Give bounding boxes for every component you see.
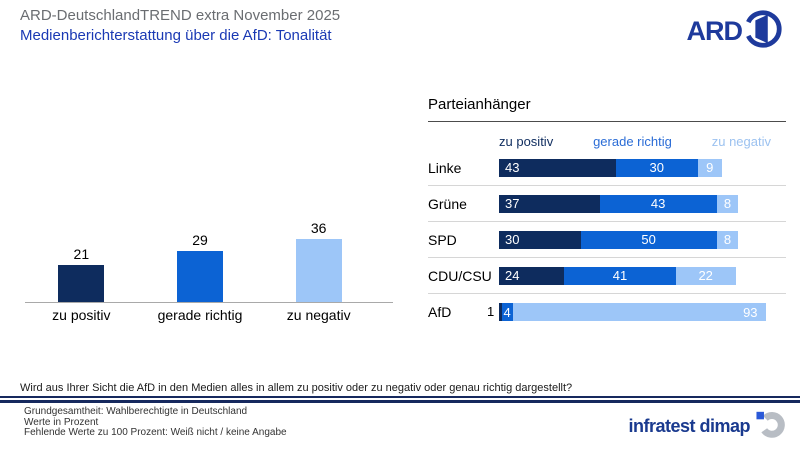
tonality-bar-chart: 21 29 36	[22, 208, 378, 302]
ard-logo-text: ARD	[686, 16, 743, 46]
infratest-dimap-text: infratest dimap	[628, 416, 750, 436]
bar-segment: 50	[580, 230, 717, 249]
bar-segment: 43	[499, 158, 616, 177]
footnotes: Grundgesamtheit: Wahlberechtigte in Deut…	[24, 406, 287, 439]
stacked-bar: 24 41 22	[499, 266, 771, 285]
legend-item-zu-positiv: zu positiv	[499, 134, 554, 149]
x-axis-line	[25, 302, 393, 303]
survey-question: Wird aus Ihrer Sicht die AfD in den Medi…	[20, 382, 573, 394]
panel-title: Parteianhänger	[428, 96, 786, 122]
party-label: AfD	[428, 304, 452, 320]
bar-value-label: 29	[192, 232, 208, 248]
bar	[295, 239, 342, 302]
stacked-bar: 37 43 8	[499, 194, 771, 213]
bar-segment: 30	[499, 230, 581, 249]
footnote-line: Werte in Prozent	[24, 416, 99, 428]
stacked-bar: 30 50 8	[499, 230, 771, 249]
party-row: Linke 43 30 9	[428, 150, 786, 186]
legend-item-zu-negativ: zu negativ	[711, 134, 771, 149]
bar-segment: 43	[599, 194, 717, 213]
stacked-bar: 1 4 93	[487, 303, 771, 321]
bar-category-label: gerade richtig	[157, 307, 243, 323]
footnote-line: Fehlende Werte zu 100 Prozent: Weiß nich…	[24, 427, 287, 438]
bar-segment: 8	[716, 194, 739, 213]
stacked-bar: 43 30 9	[499, 158, 771, 177]
party-label: Grüne	[428, 195, 467, 212]
bar-group: 29	[141, 232, 260, 302]
tonality-bar-labels: zu positiv gerade richtig zu negativ	[22, 307, 378, 323]
bar-segment: 8	[716, 230, 739, 249]
bar-segment: 9	[697, 158, 723, 177]
ard-one-circle-icon	[742, 8, 784, 55]
divider-line-thick	[0, 399, 800, 403]
infratest-dimap-logo: infratest dimap	[628, 408, 786, 445]
party-row: Grüne 37 43 8	[428, 186, 786, 222]
party-row: SPD 30 50 8	[428, 222, 786, 258]
party-label: CDU/CSU	[428, 267, 492, 284]
page-subtitle: Medienberichterstattung über die AfD: To…	[20, 27, 332, 44]
bar-group: 36	[259, 220, 378, 302]
divider-line-thin	[0, 396, 800, 398]
bar-segment: 24	[499, 266, 565, 285]
party-label: Linke	[428, 159, 462, 176]
footnote-line: Grundgesamtheit: Wahlberechtigte in Deut…	[24, 406, 248, 417]
party-panel: Parteianhänger zu positiv gerade richtig…	[428, 96, 786, 330]
legend: zu positiv gerade richtig zu negativ	[499, 134, 771, 149]
bar-segment: 41	[564, 266, 676, 285]
bar-category-label: zu negativ	[286, 307, 351, 323]
party-rows: Linke 43 30 9 Grüne 37 43 8 SPD 30 50 8 CDU/CSU 24 41 2…	[428, 150, 786, 330]
bar	[177, 251, 223, 302]
infratest-dimap-mark-icon	[756, 408, 786, 445]
bar-value-label: 21	[73, 246, 90, 262]
party-row: AfD 1 4 93	[428, 294, 786, 330]
bar	[58, 265, 105, 302]
bar-segment: 30	[615, 158, 698, 177]
bar-segment: 4	[501, 303, 513, 321]
bar-segment: 22	[675, 266, 736, 285]
bar-segment: 93	[512, 303, 766, 321]
party-label: SPD	[428, 231, 457, 248]
party-row: CDU/CSU 24 41 22	[428, 258, 786, 294]
bar-segment-outside-label: 1	[487, 304, 495, 319]
bar-group: 21	[22, 246, 141, 302]
bar-segment: 37	[499, 194, 600, 213]
bar-value-label: 36	[310, 220, 327, 236]
bar-category-label: zu positiv	[52, 307, 111, 323]
bar-segment	[499, 303, 502, 321]
ard-logo: ARD	[687, 8, 785, 55]
legend-item-gerade-richtig: gerade richtig	[593, 134, 672, 149]
page-title: ARD-DeutschlandTREND extra November 2025	[20, 7, 341, 24]
